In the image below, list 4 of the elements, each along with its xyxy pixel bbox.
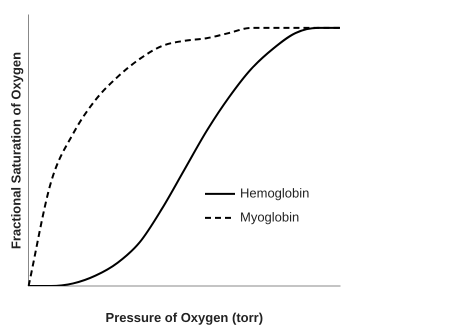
legend-label: Myoglobin xyxy=(240,209,300,224)
x-axis-title: Pressure of Oxygen (torr) xyxy=(106,310,264,325)
y-axis-title: Fractional Saturation of Oxygen xyxy=(8,52,24,250)
legend-label: Hemoglobin xyxy=(240,185,310,200)
